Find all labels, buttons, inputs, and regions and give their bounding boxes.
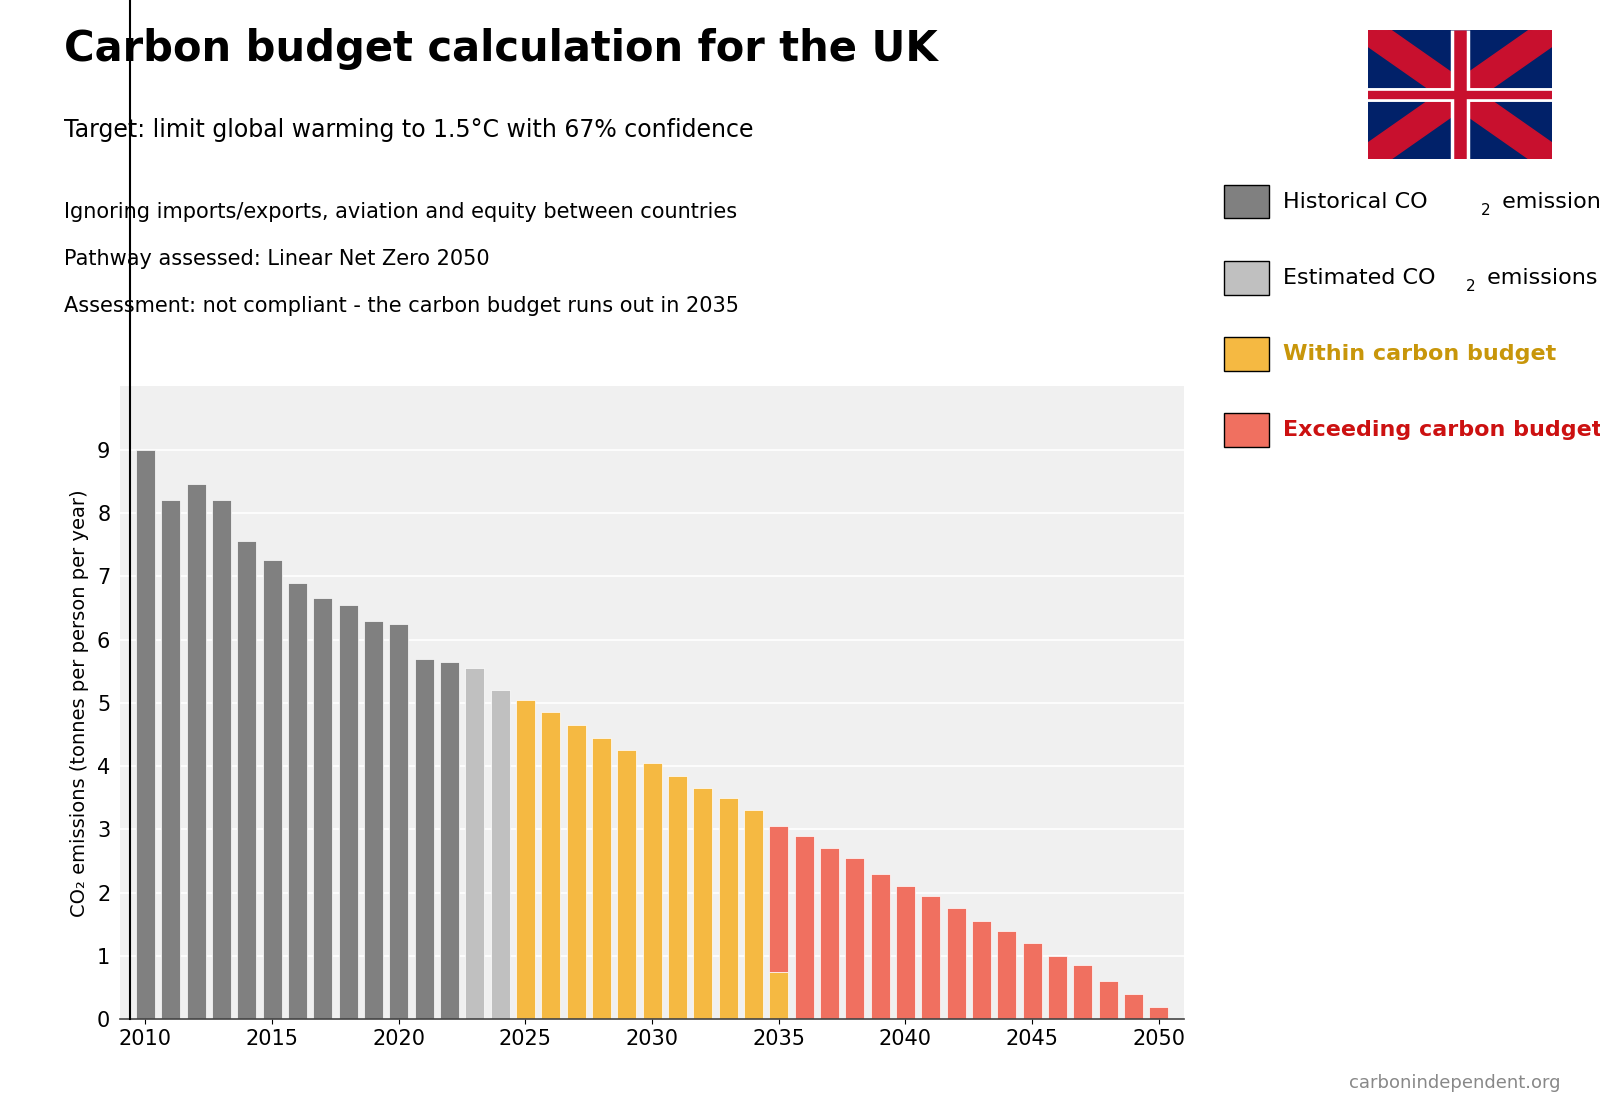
Bar (870, 874, 890, 1019)
Bar (1048, 956, 1067, 1019)
Bar (363, 620, 382, 1019)
Text: Target: limit global warming to 1.5°C with 67% confidence: Target: limit global warming to 1.5°C wi… (64, 118, 754, 141)
Bar (795, 836, 813, 1019)
Bar (1123, 993, 1142, 1019)
Bar (314, 598, 333, 1019)
Bar (643, 763, 661, 1019)
Text: Pathway assessed: Linear Net Zero 2050: Pathway assessed: Linear Net Zero 2050 (64, 249, 490, 269)
Text: Within carbon budget: Within carbon budget (1283, 344, 1557, 364)
Bar (162, 501, 181, 1019)
Bar (136, 450, 155, 1019)
Text: emissions: emissions (1480, 268, 1597, 288)
Text: Carbon budget calculation for the UK: Carbon budget calculation for the UK (64, 28, 938, 69)
Bar (819, 848, 838, 1019)
Bar (440, 662, 459, 1019)
Text: 2: 2 (1466, 279, 1475, 295)
Bar (693, 788, 712, 1019)
Polygon shape (1368, 30, 1552, 159)
Text: Ignoring imports/exports, aviation and equity between countries: Ignoring imports/exports, aviation and e… (64, 202, 738, 222)
Text: carbonindependent.org: carbonindependent.org (1349, 1074, 1560, 1092)
Bar (922, 896, 941, 1019)
Bar (618, 750, 637, 1019)
Bar (515, 700, 534, 1019)
Bar (718, 797, 738, 1019)
Bar (288, 582, 307, 1019)
Bar (845, 858, 864, 1019)
Bar (744, 811, 763, 1019)
Bar (947, 908, 965, 1019)
Bar (770, 827, 789, 972)
Text: emissions: emissions (1494, 192, 1600, 212)
Bar (1074, 965, 1093, 1019)
Bar (414, 659, 434, 1019)
Text: Estimated CO: Estimated CO (1283, 268, 1435, 288)
Y-axis label: CO₂ emissions (tonnes per person per year): CO₂ emissions (tonnes per person per yea… (69, 489, 88, 916)
Bar (1149, 1007, 1168, 1019)
Text: Assessment: not compliant - the carbon budget runs out in 2035: Assessment: not compliant - the carbon b… (64, 296, 739, 316)
Bar (592, 738, 611, 1019)
Bar (770, 972, 789, 1019)
Bar (466, 668, 485, 1019)
Bar (237, 541, 256, 1019)
Bar (541, 712, 560, 1019)
Text: Historical CO: Historical CO (1283, 192, 1427, 212)
Bar (1099, 981, 1117, 1019)
Bar (667, 775, 686, 1019)
Bar (262, 560, 282, 1019)
Bar (187, 485, 205, 1019)
Bar (1022, 943, 1042, 1019)
Bar (491, 690, 509, 1019)
Bar (997, 931, 1016, 1019)
Bar (339, 605, 357, 1019)
Bar (971, 921, 990, 1019)
Text: 2: 2 (1482, 203, 1491, 218)
Text: Exceeding carbon budget: Exceeding carbon budget (1283, 420, 1600, 440)
Bar (566, 725, 586, 1019)
Bar (211, 501, 230, 1019)
Bar (389, 624, 408, 1019)
Polygon shape (1368, 30, 1552, 159)
Bar (896, 886, 915, 1019)
